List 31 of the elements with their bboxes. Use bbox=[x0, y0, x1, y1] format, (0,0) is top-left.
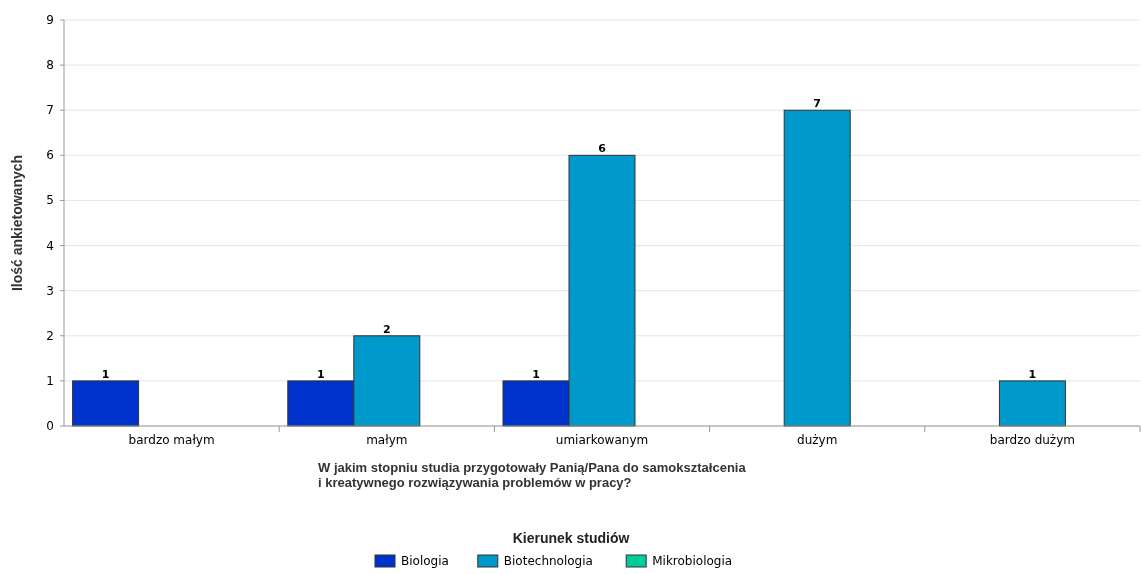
bar bbox=[998, 380, 1066, 427]
y-tick-label: 2 bbox=[46, 328, 54, 343]
bar bbox=[72, 380, 140, 427]
x-tick-label: umiarkowanym bbox=[555, 433, 649, 447]
bar bbox=[783, 109, 851, 427]
y-tick-label: 9 bbox=[46, 13, 54, 27]
y-tick-label: 8 bbox=[46, 58, 54, 73]
x-tick-label: bardzo małym bbox=[128, 433, 215, 447]
x-tick-label: bardzo dużym bbox=[989, 433, 1075, 447]
y-tick-label: 5 bbox=[46, 193, 54, 208]
y-tick-label: 7 bbox=[46, 103, 54, 118]
data-label: 1 bbox=[1028, 367, 1037, 381]
y-tick-label: 0 bbox=[46, 419, 54, 433]
x-axis-title: W jakim stopniu studia przygotowały Panią/Pana do samokształcenia i kreatywnego rozwiązywania problemów w pracy? bbox=[318, 460, 747, 490]
x-tick-label: małym bbox=[366, 433, 408, 447]
data-label: 1 bbox=[316, 367, 325, 381]
legend-label: Biologia bbox=[401, 554, 449, 568]
legend-title: Kierunek studiów bbox=[512, 530, 630, 546]
legend-label: Mikrobiologia bbox=[652, 554, 733, 568]
data-label: 7 bbox=[813, 97, 822, 111]
data-label: 2 bbox=[382, 322, 391, 336]
y-tick-label: 3 bbox=[46, 283, 54, 298]
data-label: 1 bbox=[532, 367, 540, 381]
y-axis-title: Ilość ankietowanych bbox=[9, 154, 25, 292]
data-label: 1 bbox=[101, 367, 110, 381]
x-tick-label: dużym bbox=[797, 433, 838, 447]
legend-label: Biotechnologia bbox=[503, 554, 593, 568]
data-label: 6 bbox=[598, 142, 607, 156]
y-tick-label: 1 bbox=[46, 373, 54, 388]
y-tick-label: 4 bbox=[46, 238, 54, 253]
y-tick-label: 6 bbox=[46, 148, 54, 163]
